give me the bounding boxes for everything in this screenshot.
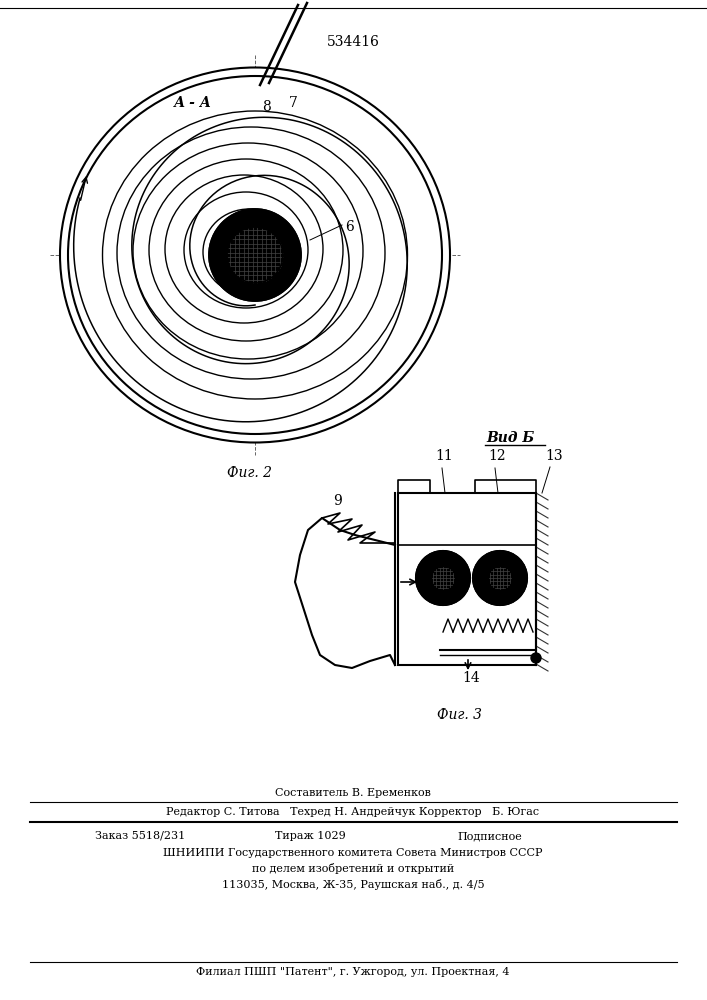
Text: Фиг. 3: Фиг. 3 xyxy=(438,708,482,722)
Text: 13: 13 xyxy=(545,449,563,463)
Text: Редактор С. Титова   Техред Н. Андрейчук Корректор   Б. Югас: Редактор С. Титова Техред Н. Андрейчук К… xyxy=(166,807,539,817)
Text: по делем изобретений и открытий: по делем изобретений и открытий xyxy=(252,863,454,874)
Ellipse shape xyxy=(68,76,442,434)
Circle shape xyxy=(209,209,301,301)
Text: Заказ 5518/231: Заказ 5518/231 xyxy=(95,831,185,841)
Text: 11: 11 xyxy=(435,449,452,463)
Text: Фиг. 2: Фиг. 2 xyxy=(228,466,272,480)
Text: 7: 7 xyxy=(288,96,298,110)
Circle shape xyxy=(489,567,511,589)
Text: Вид Б: Вид Б xyxy=(486,431,534,445)
Ellipse shape xyxy=(60,68,450,442)
Bar xyxy=(398,493,536,665)
Text: ШНИИПИ Государственного комитета Совета Министров СССР: ШНИИПИ Государственного комитета Совета … xyxy=(163,848,543,858)
Circle shape xyxy=(531,653,541,663)
Text: 12: 12 xyxy=(488,449,506,463)
Text: 113035, Москва, Ж-35, Раушская наб., д. 4/5: 113035, Москва, Ж-35, Раушская наб., д. … xyxy=(222,880,484,890)
Circle shape xyxy=(227,227,283,283)
Text: Составитель В. Еременков: Составитель В. Еременков xyxy=(275,788,431,798)
Text: 6: 6 xyxy=(346,220,354,234)
Text: 534416: 534416 xyxy=(327,35,380,49)
Text: 14: 14 xyxy=(462,671,480,685)
Circle shape xyxy=(432,567,454,589)
Text: Филиал ПШП "Патент", г. Ужгород, ул. Проектная, 4: Филиал ПШП "Патент", г. Ужгород, ул. Про… xyxy=(197,967,510,977)
Text: 8: 8 xyxy=(262,100,271,114)
Circle shape xyxy=(416,551,470,605)
Text: А - А: А - А xyxy=(174,96,212,110)
Text: Тираж 1029: Тираж 1029 xyxy=(274,831,346,841)
Text: 9: 9 xyxy=(333,494,341,508)
Circle shape xyxy=(473,551,527,605)
Text: Подписное: Подписное xyxy=(457,831,522,841)
